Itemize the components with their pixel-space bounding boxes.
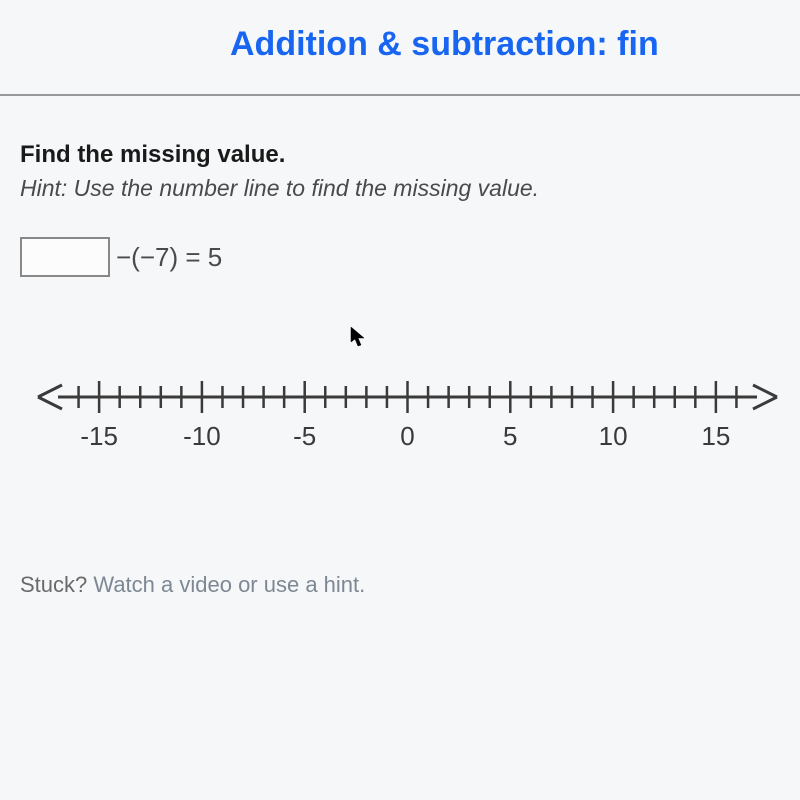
- question-title: Find the missing value.: [20, 141, 780, 169]
- numberline-svg: -15 -10 -5 0 5 10 15: [30, 362, 785, 462]
- svg-text:0: 0: [400, 421, 414, 451]
- page-header: Addition & subtraction: fin: [0, 0, 800, 94]
- stuck-text: Stuck?: [20, 572, 93, 597]
- svg-text:10: 10: [599, 421, 628, 451]
- svg-text:-10: -10: [183, 421, 221, 451]
- equation-text: −(−7) = 5: [116, 242, 222, 273]
- stuck-link[interactable]: Watch a video or use a hint.: [93, 572, 365, 597]
- page-title: Addition & subtraction: fin: [230, 25, 800, 64]
- svg-text:-15: -15: [80, 421, 118, 451]
- answer-input[interactable]: [20, 237, 110, 277]
- cursor-icon: [350, 326, 368, 354]
- svg-text:-5: -5: [293, 421, 316, 451]
- svg-text:5: 5: [503, 421, 517, 451]
- main-content: Find the missing value. Hint: Use the nu…: [0, 96, 800, 598]
- stuck-row: Stuck? Watch a video or use a hint.: [20, 572, 780, 598]
- svg-text:15: 15: [701, 421, 730, 451]
- question-hint: Hint: Use the number line to find the mi…: [20, 175, 780, 202]
- equation-row: −(−7) = 5: [20, 237, 780, 277]
- numberline: -15 -10 -5 0 5 10 15: [20, 362, 780, 462]
